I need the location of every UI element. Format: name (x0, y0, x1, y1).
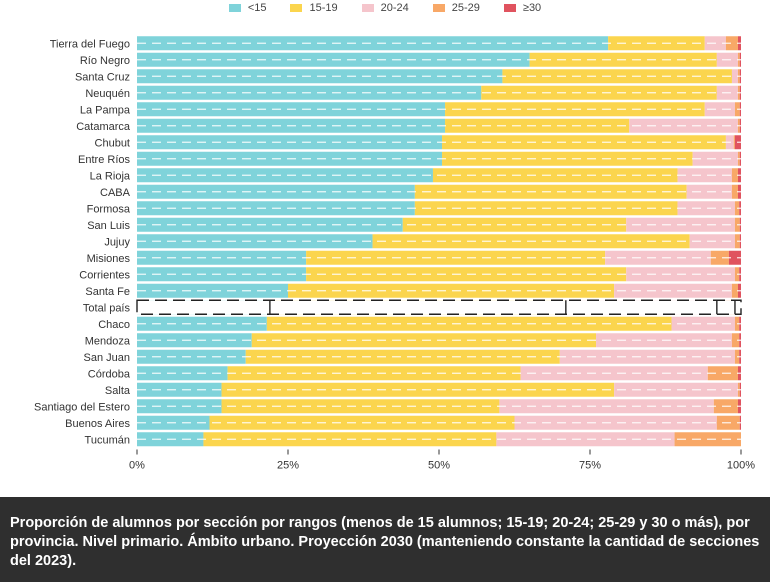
category-label: Formosa (87, 203, 131, 215)
legend-swatch (290, 4, 303, 12)
legend-label: 15-19 (309, 2, 338, 14)
legend-item-0[interactable]: <15 (228, 0, 267, 16)
x-tick-label: 25% (277, 460, 299, 472)
category-label: Santa Fe (85, 286, 130, 298)
bar-segment (733, 135, 735, 150)
bar-segment (137, 382, 222, 397)
category-label: Mendoza (85, 335, 131, 347)
bar-segment (221, 382, 615, 397)
category-label: San Juan (84, 352, 130, 364)
legend-item-2[interactable]: 20-24 (361, 0, 409, 16)
category-label: Río Negro (80, 55, 130, 67)
category-label: Misiones (87, 253, 131, 265)
bar-segment (614, 382, 738, 397)
bar-segment (605, 250, 711, 265)
legend-swatch (503, 4, 516, 12)
bar-segment (137, 267, 307, 282)
category-label: Córdoba (88, 368, 131, 380)
bar-segment (306, 267, 627, 282)
legend-item-1[interactable]: 15-19 (290, 0, 338, 16)
bar-segment (704, 102, 735, 117)
category-label: San Luis (87, 220, 130, 232)
legend-swatch (228, 4, 241, 12)
legend-swatch (361, 4, 374, 12)
bar-segment (137, 399, 222, 414)
bar-segment (221, 399, 500, 414)
category-label: Buenos Aires (65, 418, 130, 430)
category-label: Entre Ríos (78, 154, 130, 166)
bar-segment (731, 168, 738, 183)
bar-segment (137, 333, 252, 348)
category-label: La Rioja (90, 170, 131, 182)
chart-legend: <15 15-19 20-24 25-29 ≥30 (0, 0, 770, 16)
category-label: Chaco (98, 319, 130, 331)
bar-segment (725, 36, 738, 51)
bar-segment (671, 316, 735, 331)
bar-segment (137, 168, 433, 183)
bar-segment (731, 184, 738, 199)
bar-segment (442, 135, 726, 150)
bar-segment (137, 234, 373, 249)
bar-segment (445, 118, 630, 133)
legend-label: <15 (247, 2, 267, 14)
bar-segment (288, 283, 615, 298)
category-label: Jujuy (104, 236, 130, 248)
category-label: Catamarca (76, 121, 131, 133)
category-label: CABA (100, 187, 131, 199)
legend-label: ≥30 (522, 2, 542, 14)
bar-segment (209, 415, 515, 430)
category-label: Chubut (95, 137, 130, 149)
legend-swatch (432, 4, 445, 12)
legend-item-4[interactable]: ≥30 (503, 0, 542, 16)
x-tick-label: 100% (727, 460, 755, 472)
bar-segment (137, 217, 403, 232)
bar-segment (677, 168, 732, 183)
category-label: Santa Cruz (75, 71, 130, 83)
bar-segment (731, 333, 740, 348)
category-label: La Pampa (80, 104, 131, 116)
bar-segment (137, 349, 246, 364)
bar-segment (728, 250, 741, 265)
total-row-background (137, 300, 741, 315)
bar-segment (614, 283, 732, 298)
bar-segment (710, 250, 729, 265)
bar-segment (481, 85, 717, 100)
legend-item-3[interactable]: 25-29 (432, 0, 480, 16)
total-row-outline (136, 299, 742, 315)
x-tick-label: 50% (428, 460, 450, 472)
bar-segment (227, 366, 521, 381)
bar-segment (731, 283, 738, 298)
bar-segment (677, 201, 735, 216)
bar-segment (496, 432, 675, 447)
category-label: Santiago del Estero (34, 401, 130, 413)
bar-segment (137, 36, 609, 51)
category-label: Total país (83, 302, 131, 314)
x-tick-label: 0% (129, 460, 145, 472)
bar-segment (245, 349, 560, 364)
legend-label: 20-24 (380, 2, 409, 14)
category-label: Tierra del Fuego (50, 38, 130, 50)
category-label: Salta (105, 385, 131, 397)
bar-segment (608, 36, 705, 51)
category-label: Tucumán (85, 434, 130, 446)
category-label: Corrientes (79, 269, 130, 281)
x-tick-label: 75% (579, 460, 601, 472)
bar-segment (731, 69, 738, 84)
chart-caption: Proporción de alumnos por sección por ra… (0, 497, 770, 582)
stacked-bar-chart: Tierra del Fuego Río Negro Santa Cruz Neuqu… (34, 36, 755, 472)
bar-segment (520, 366, 708, 381)
bar-segment (514, 415, 717, 430)
bar-segment (442, 151, 693, 166)
bar-segment (432, 168, 678, 183)
legend-label: 25-29 (451, 2, 480, 14)
bar-segment (137, 250, 307, 265)
category-label: Neuquén (85, 88, 130, 100)
